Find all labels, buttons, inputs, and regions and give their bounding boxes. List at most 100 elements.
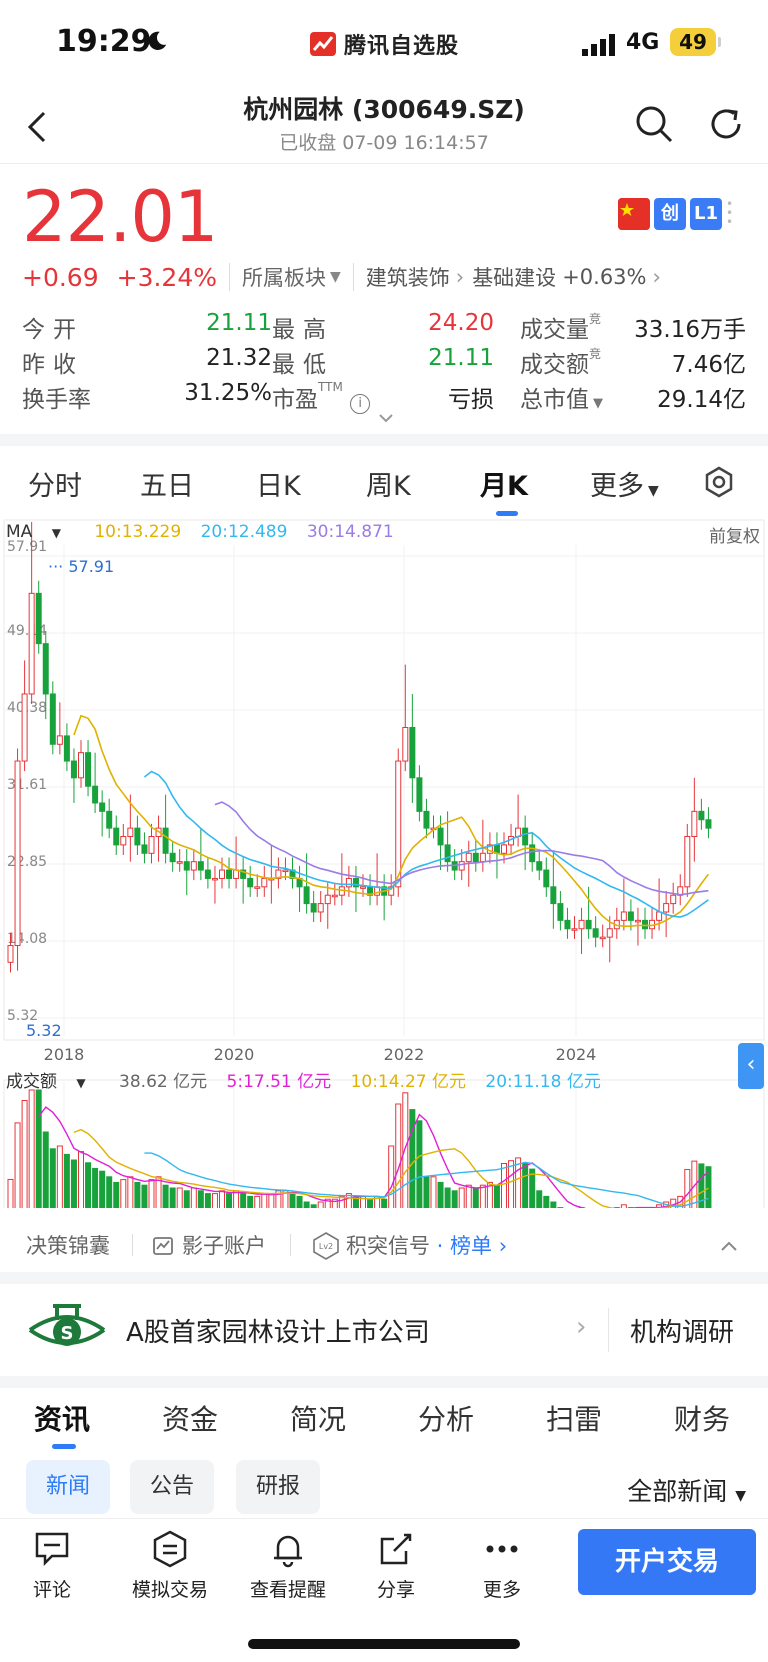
- candle-body: [204, 869, 211, 879]
- comment-button[interactable]: 评论: [2, 1529, 102, 1602]
- kline-chart[interactable]: 57.9149.1440.3831.6122.8514.085.32201820…: [0, 518, 768, 1208]
- tab-financials[interactable]: 财务: [674, 1403, 731, 1436]
- simulated-trading-button[interactable]: 模拟交易: [120, 1529, 220, 1602]
- clock: 19:29: [56, 24, 152, 59]
- volume-bar: [14, 1122, 21, 1208]
- chip-announcements[interactable]: 公告: [130, 1460, 215, 1514]
- volume-bar: [515, 1157, 522, 1208]
- sector-link-2[interactable]: 基础建设: [472, 266, 557, 290]
- ma-selector[interactable]: MA ▼: [6, 522, 61, 542]
- info-tabs: 资讯 资金 简况 分析 扫雷 财务: [0, 1394, 768, 1454]
- candle-body: [550, 886, 557, 905]
- svg-text:Lv2: Lv2: [319, 1242, 333, 1251]
- decision-kit-link[interactable]: 决策锦囊: [26, 1234, 110, 1258]
- brand-text: 腾讯自选股: [344, 34, 460, 59]
- tab-risk-scan[interactable]: 扫雷: [546, 1403, 603, 1436]
- volume-selector[interactable]: 成交额 ▼: [6, 1072, 86, 1092]
- volume-bar: [458, 1187, 465, 1208]
- open-account-trade-button[interactable]: 开户交易: [578, 1529, 756, 1595]
- amount-value: 7.46亿: [671, 352, 746, 378]
- shadow-account-link[interactable]: 影子账户: [152, 1230, 266, 1260]
- candle-body: [7, 945, 14, 963]
- volume-bar: [169, 1187, 176, 1208]
- change-row: +0.69 +3.24% 所属板块 ▼ 建筑装饰 › 基础建设 +0.63% ›: [22, 262, 669, 292]
- volume-bar: [162, 1184, 169, 1208]
- volume-bar: [42, 1131, 49, 1208]
- company-feature-card[interactable]: S A股首家园林设计上市公司 › 机构调研: [0, 1284, 768, 1376]
- signal-ranking-link[interactable]: Lv2 积突信号 · 榜单 ›: [312, 1230, 507, 1260]
- refresh-icon[interactable]: [706, 104, 746, 144]
- volume-bar: [275, 1190, 282, 1208]
- volume-legend: 成交额 ▼ 38.62 亿元 5:17.51 亿元 10:14.27 亿元 20…: [6, 1067, 615, 1092]
- candle-body: [691, 810, 698, 838]
- tab-more[interactable]: 更多 ▼: [590, 471, 659, 502]
- back-arrow-icon[interactable]: [26, 110, 50, 144]
- company-logo: S: [26, 1298, 108, 1362]
- more-button[interactable]: 更多: [452, 1529, 552, 1602]
- divider: [352, 263, 354, 291]
- candle-body: [479, 852, 486, 863]
- chip-research[interactable]: 研报: [236, 1460, 321, 1514]
- candle-body: [42, 643, 49, 695]
- adjust-mode[interactable]: 前复权: [709, 527, 760, 547]
- institution-research-link[interactable]: 机构调研: [630, 1318, 735, 1348]
- pe-label[interactable]: 市盈TTM i: [272, 380, 371, 414]
- sector-dropdown[interactable]: 所属板块: [242, 266, 326, 290]
- ma20-value: 20:12.489: [200, 522, 288, 542]
- candle-body: [656, 911, 663, 921]
- tab-intraday[interactable]: 分时: [28, 471, 82, 502]
- volume-bar: [670, 1198, 677, 1208]
- divider: [608, 1308, 609, 1352]
- collapse-chevron-icon[interactable]: [720, 1240, 738, 1252]
- volume-bar: [155, 1176, 162, 1208]
- share-button[interactable]: 分享: [346, 1529, 446, 1602]
- level1-badge[interactable]: L1: [690, 198, 722, 230]
- chip-news[interactable]: 新闻: [26, 1460, 111, 1514]
- chevron-right-icon[interactable]: ›: [652, 265, 661, 289]
- ma10-line: [73, 714, 710, 927]
- lv2-badge-icon: Lv2: [313, 1232, 339, 1260]
- candle-body: [409, 727, 416, 779]
- volume-ma5: 5:17.51 亿元: [226, 1072, 332, 1092]
- market-cap-dropdown[interactable]: 总市值 ▼: [520, 387, 603, 413]
- volume-bar: [550, 1201, 557, 1208]
- search-icon[interactable]: [634, 104, 674, 144]
- volume-bar: [28, 1089, 35, 1208]
- tab-monthly-k[interactable]: 月K: [480, 471, 528, 502]
- volume-bar: [211, 1193, 218, 1208]
- info-icon[interactable]: i: [350, 394, 371, 414]
- sector-2-pct: +0.63%: [562, 265, 647, 289]
- candle-body: [141, 844, 148, 854]
- volume-bar: [63, 1153, 70, 1208]
- view-alerts-button[interactable]: 查看提醒: [238, 1529, 338, 1602]
- chevron-right-icon[interactable]: ›: [576, 1312, 587, 1342]
- candle-body: [465, 852, 472, 863]
- tab-analysis[interactable]: 分析: [418, 1403, 475, 1436]
- all-news-dropdown[interactable]: 全部新闻 ▼: [627, 1477, 746, 1506]
- tab-profile[interactable]: 简况: [290, 1403, 347, 1436]
- volume-bar: [106, 1176, 113, 1208]
- caret-down-icon[interactable]: ▼: [330, 269, 341, 285]
- chart-settings-icon[interactable]: [703, 466, 735, 498]
- volume-bar: [78, 1151, 84, 1208]
- company-highlight[interactable]: A股首家园林设计上市公司: [126, 1318, 430, 1348]
- chevron-right-icon[interactable]: ›: [455, 265, 465, 289]
- tab-weekly-k[interactable]: 周K: [366, 471, 411, 502]
- expand-chevron-icon[interactable]: [378, 412, 394, 424]
- tab-news-info[interactable]: 资讯: [34, 1403, 91, 1436]
- chart-tools-bar: 决策锦囊 影子账户 Lv2 积突信号 · 榜单 ›: [0, 1222, 768, 1268]
- candle-body: [578, 919, 585, 930]
- tab-capital[interactable]: 资金: [162, 1403, 219, 1436]
- price-panel-frame: [3, 519, 765, 1041]
- tab-daily-k[interactable]: 日K: [256, 471, 301, 502]
- tab-five-day[interactable]: 五日: [140, 471, 194, 502]
- collapse-panel-handle[interactable]: ‹: [738, 1043, 764, 1089]
- shadow-account-icon: [153, 1237, 173, 1255]
- sector-link-1[interactable]: 建筑装饰: [365, 266, 450, 290]
- y-tick-label: 31.61: [7, 777, 47, 793]
- volume-bar: [296, 1195, 303, 1208]
- volume-bar: [522, 1163, 529, 1208]
- more-dots-icon[interactable]: • • •: [726, 197, 734, 229]
- candle-body: [634, 919, 641, 923]
- active-tab-indicator: [52, 1444, 76, 1449]
